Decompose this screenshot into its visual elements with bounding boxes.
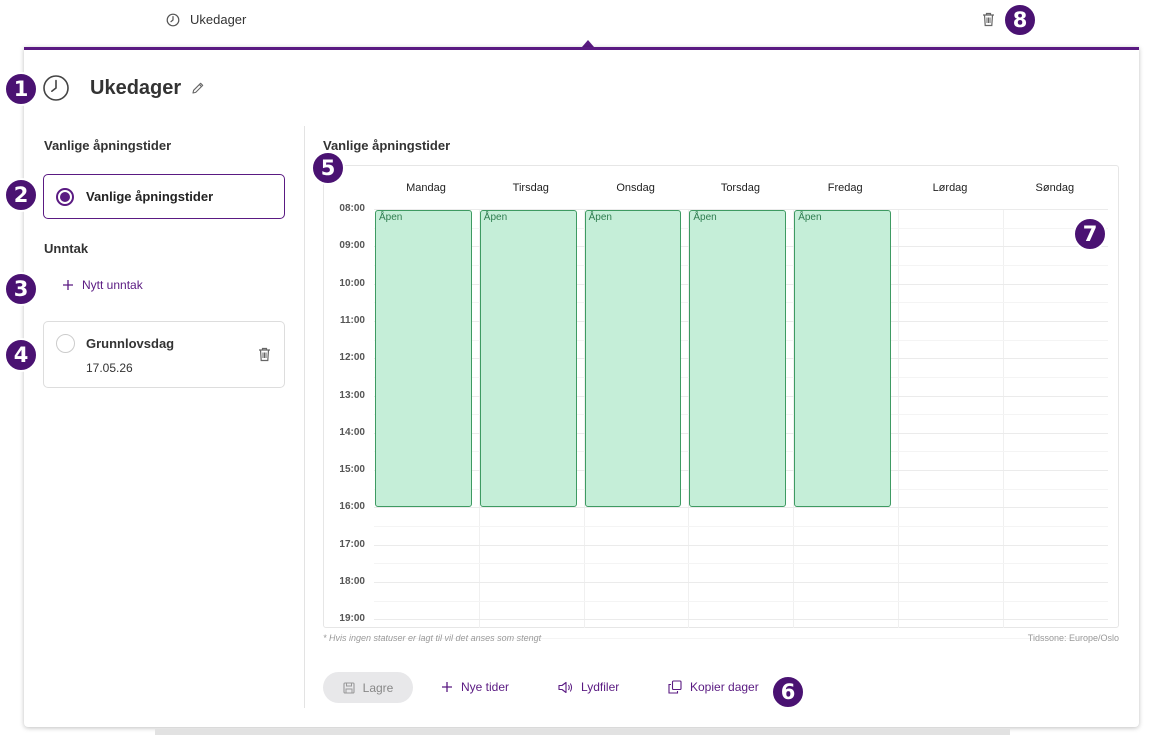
callout-badge: 5 (311, 151, 345, 185)
save-button[interactable]: Lagre (323, 672, 413, 703)
callout-badge: 4 (4, 338, 38, 372)
radio-selected[interactable] (56, 187, 74, 206)
save-label: Lagre (362, 680, 394, 695)
top-tab-label: Ukedager (190, 12, 247, 27)
copy-days-label: Kopier dager (690, 680, 759, 694)
callout-badge: 8 (1003, 3, 1037, 37)
pencil-icon (192, 82, 204, 94)
hour-label: 15:00 (339, 464, 365, 476)
copy-icon (668, 680, 682, 694)
exception-date: 17.05.26 (86, 361, 133, 375)
day-header: Tirsdag (512, 182, 549, 194)
top-bar: Ukedager (0, 0, 1150, 44)
panel-divider (304, 126, 305, 708)
add-exception-label: Nytt unntak (82, 278, 143, 292)
open-time-block[interactable]: Åpen (479, 210, 577, 508)
regular-hours-heading: Vanlige åpningstider (44, 138, 172, 153)
delete-exception-button[interactable] (258, 347, 271, 367)
title-row: Ukedager (42, 74, 205, 102)
clock-icon (43, 75, 69, 101)
calendar-title: Vanlige åpningstider (323, 138, 451, 153)
callout-badge: 2 (4, 178, 38, 212)
day-column-divider (688, 209, 690, 628)
hour-label: 18:00 (339, 576, 365, 587)
open-time-label: Åpen (483, 212, 508, 223)
top-tab[interactable]: Ukedager (166, 12, 246, 27)
exception-item[interactable]: Grunnlovsdag 17.05.26 (43, 321, 285, 388)
tab-indicator (582, 40, 594, 47)
hour-label: 14:00 (339, 426, 365, 438)
half-hour-gridline (374, 600, 1108, 602)
open-time-block[interactable]: Åpen (794, 210, 891, 508)
open-time-label: Åpen (588, 212, 612, 223)
copy-days-button[interactable]: Kopier dager (668, 680, 759, 694)
exceptions-heading: Unntak (44, 241, 89, 256)
hour-label: 17:00 (339, 538, 365, 550)
bottom-strip (155, 729, 1010, 735)
day-column-divider (898, 209, 899, 628)
hour-label: 09:00 (339, 240, 365, 252)
hour-label: 12:00 (339, 352, 365, 364)
speaker-icon (558, 681, 573, 693)
new-times-label: Nye tider (461, 680, 510, 694)
open-time-label: Åpen (693, 212, 717, 223)
floppy-disk-icon (343, 681, 355, 694)
hour-gridline (374, 619, 1108, 621)
open-time-block[interactable]: Åpen (584, 210, 682, 508)
trash-icon (259, 347, 270, 362)
open-time-block[interactable]: Åpen (689, 210, 787, 508)
open-time-block[interactable]: Åpen (375, 210, 472, 508)
week-calendar[interactable]: Mandag Tirsdag Onsdag Torsdag Fredag Lørdag Sø… (323, 165, 1119, 639)
regular-hours-label: Vanlige åpningstider (86, 189, 214, 204)
hour-label: 16:00 (339, 501, 365, 513)
plus-icon (442, 682, 452, 692)
callout-badge: 3 (4, 272, 38, 306)
open-time-label: Åpen (379, 212, 403, 223)
open-time-label: Åpen (798, 212, 822, 223)
hour-label: 08:00 (339, 203, 365, 214)
half-hour-gridline (374, 637, 1108, 639)
day-header: Fredag (827, 182, 863, 194)
clock-icon (166, 13, 180, 26)
radio-unselected[interactable] (56, 334, 75, 353)
trash-icon (983, 12, 994, 27)
hour-label: 10:00 (339, 277, 365, 289)
day-column-divider (793, 209, 795, 628)
add-exception-button[interactable]: Nytt unntak (62, 278, 143, 292)
hour-gridline (374, 209, 1108, 210)
day-header: Torsdag (720, 182, 760, 194)
hour-gridline (374, 544, 1108, 546)
audio-files-label: Lydfiler (581, 680, 620, 694)
edit-title-button[interactable] (191, 81, 205, 95)
hour-label: 11:00 (339, 314, 365, 326)
day-header: Mandag (406, 182, 446, 194)
day-column-divider (478, 209, 480, 628)
hour-label: 19:00 (339, 613, 365, 625)
half-hour-gridline (374, 526, 1108, 528)
day-column-divider (1002, 209, 1004, 628)
audio-files-button[interactable]: Lydfiler (558, 680, 619, 694)
delete-button[interactable] (982, 12, 995, 32)
regular-hours-option[interactable]: Vanlige åpningstider (43, 174, 285, 219)
footnote: * Hvis ingen statuser er lagt til vil de… (323, 633, 542, 643)
timezone-label: Tidssone: Europe/Oslo (1027, 633, 1119, 643)
exception-name: Grunnlovsdag (86, 336, 175, 351)
hour-gridline (374, 582, 1108, 583)
day-header: Onsdag (616, 182, 655, 194)
new-times-button[interactable]: Nye tider (441, 680, 509, 694)
day-column-divider (583, 209, 585, 628)
hour-gridline (374, 507, 1108, 509)
callout-badge: 6 (771, 675, 805, 709)
page-title: Ukedager (90, 76, 182, 99)
half-hour-gridline (374, 563, 1108, 565)
callout-badge: 1 (4, 72, 38, 106)
plus-icon (63, 280, 73, 290)
hour-label: 13:00 (339, 389, 365, 401)
day-header: Lørdag (932, 182, 968, 194)
day-header: Søndag (1035, 182, 1075, 194)
callout-badge: 7 (1073, 217, 1107, 251)
